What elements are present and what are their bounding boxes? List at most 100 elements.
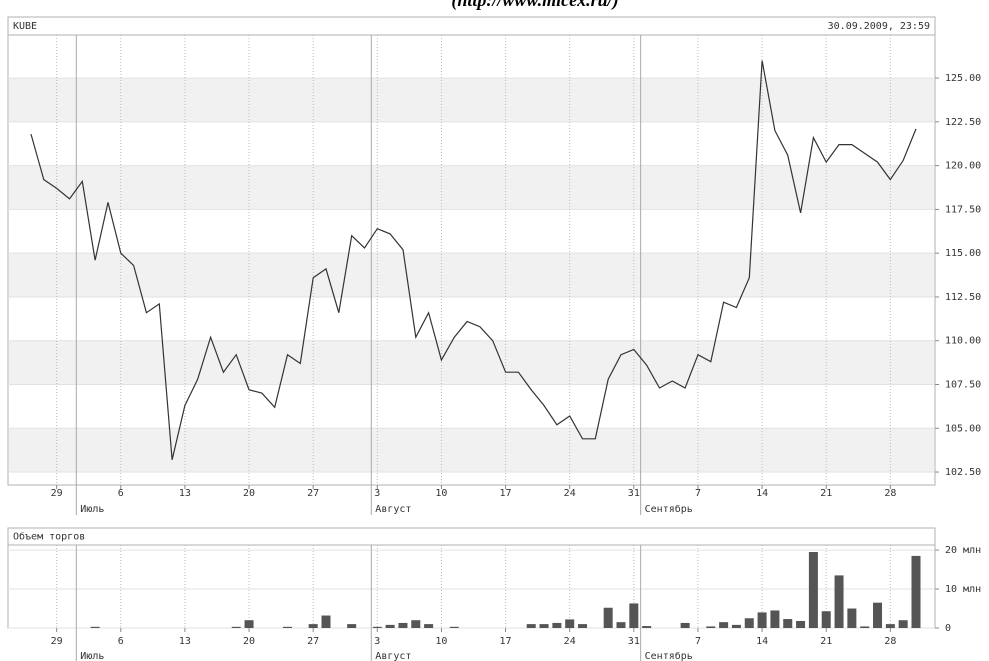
- x-tick-label: 24: [564, 488, 576, 499]
- volume-bar: [616, 622, 626, 628]
- volume-bar: [808, 552, 818, 628]
- volume-bar: [757, 612, 767, 628]
- x-tick-label: 29: [51, 636, 63, 647]
- x-tick-label: 10: [435, 488, 447, 499]
- y-tick-label: 120.00: [945, 161, 981, 172]
- volume-bar: [629, 603, 639, 628]
- grid-band: [9, 340, 934, 385]
- y-tick-label: 117.50: [945, 204, 981, 215]
- x-tick-label: 17: [500, 636, 512, 647]
- volume-bar: [283, 626, 293, 628]
- month-label: Август: [375, 651, 411, 661]
- x-tick-label: 31: [628, 488, 640, 499]
- y-tick-label: 122.50: [945, 117, 981, 128]
- x-tick-label: 7: [695, 488, 701, 499]
- x-tick-label: 24: [564, 636, 576, 647]
- volume-bar: [680, 622, 690, 628]
- volume-bar: [398, 622, 408, 628]
- x-tick-label: 13: [179, 636, 191, 647]
- grid-band: [9, 165, 934, 210]
- panel-title: KUBE: [13, 21, 37, 32]
- x-tick-label: 27: [307, 636, 319, 647]
- x-tick-label: 10: [435, 636, 447, 647]
- x-tick-label: 29: [51, 488, 63, 499]
- volume-bar: [578, 624, 588, 628]
- volume-bar: [565, 619, 575, 628]
- x-tick-label: 17: [500, 488, 512, 499]
- volume-bar: [821, 611, 831, 628]
- panel-title: Объем торгов: [13, 531, 85, 543]
- grid-band: [9, 428, 934, 473]
- panel-date: 30.09.2009, 23:59: [828, 21, 930, 32]
- volume-bar: [860, 626, 870, 628]
- y-tick-label: 125.00: [945, 73, 981, 84]
- y-tick-label: 0: [945, 623, 951, 634]
- x-tick-label: 31: [628, 636, 640, 647]
- y-tick-label: 115.00: [945, 248, 981, 259]
- y-tick-label: 102.50: [945, 467, 981, 478]
- volume-bar: [873, 602, 883, 628]
- y-tick-label: 112.50: [945, 292, 981, 303]
- y-tick-label: 110.00: [945, 336, 981, 347]
- month-label: Сентябрь: [645, 650, 693, 661]
- volume-bar: [411, 620, 421, 628]
- volume-bar: [731, 624, 741, 628]
- volume-bar: [424, 624, 434, 628]
- volume-bar: [885, 624, 895, 628]
- x-tick-label: 13: [179, 488, 191, 499]
- volume-bar: [372, 626, 382, 628]
- y-tick-label: 105.00: [945, 423, 981, 434]
- volume-bar: [321, 615, 331, 628]
- volume-bar: [308, 624, 318, 628]
- y-tick-label: 107.50: [945, 379, 981, 390]
- volume-bar: [706, 626, 716, 628]
- x-tick-label: 28: [884, 636, 896, 647]
- x-tick-label: 3: [374, 636, 380, 647]
- volume-bar: [231, 626, 241, 628]
- volume-bar: [834, 575, 844, 628]
- panel-header: [7, 527, 936, 546]
- x-tick-label: 7: [695, 636, 701, 647]
- volume-bar: [526, 624, 536, 628]
- y-tick-label: 20 млн: [945, 545, 981, 556]
- volume-bar: [603, 607, 613, 628]
- volume-bar: [90, 626, 100, 628]
- volume-bar: [385, 624, 395, 628]
- y-tick-label: 10 млн: [945, 584, 981, 595]
- volume-bar: [449, 626, 459, 628]
- volume-bar: [642, 626, 652, 628]
- x-tick-label: 28: [884, 488, 896, 499]
- volume-bar: [347, 624, 357, 628]
- volume-bar: [770, 610, 780, 628]
- x-tick-label: 21: [820, 636, 832, 647]
- volume-bar: [783, 619, 793, 628]
- x-tick-label: 20: [243, 488, 255, 499]
- month-label: Июль: [80, 651, 104, 661]
- volume-bar: [244, 620, 254, 628]
- x-tick-label: 21: [820, 488, 832, 499]
- x-tick-label: 14: [756, 488, 768, 499]
- volume-bar: [898, 620, 908, 628]
- month-label: Август: [375, 504, 411, 515]
- price-line: [30, 60, 917, 460]
- panel-header: [7, 16, 936, 36]
- month-label: Сентябрь: [645, 503, 693, 515]
- x-tick-label: 6: [118, 636, 124, 647]
- source-title: (http://www.micex.ru/): [451, 0, 618, 11]
- month-label: Июль: [80, 504, 104, 515]
- grid-band: [9, 253, 934, 297]
- volume-bar: [744, 618, 754, 628]
- volume-bar: [796, 620, 806, 628]
- volume-bar: [552, 622, 562, 628]
- volume-bar: [911, 555, 921, 628]
- grid-band: [9, 78, 934, 122]
- x-tick-label: 3: [374, 488, 380, 499]
- x-tick-label: 6: [118, 488, 124, 499]
- volume-bar: [719, 622, 729, 628]
- x-tick-label: 20: [243, 636, 255, 647]
- volume-bar: [847, 608, 857, 628]
- volume-bar: [539, 624, 549, 628]
- x-tick-label: 27: [307, 488, 319, 499]
